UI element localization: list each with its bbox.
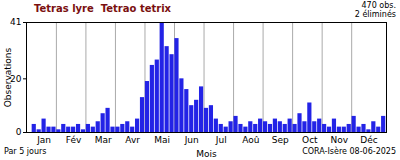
- svg-text:Déc: Déc: [360, 135, 377, 145]
- html-text:Tetras lyre Tetrao tetrix: Tetras lyre Tetrao tetrix: [34, 3, 171, 14]
- html-text:2 éliminés: 2 éliminés: [354, 10, 396, 19]
- svg-text:Aoû: Aoû: [242, 135, 259, 145]
- svg-text:Nov: Nov: [331, 135, 349, 145]
- svg-text:Jul: Jul: [215, 135, 227, 145]
- html-text:470 obs.: 470 obs.: [361, 1, 396, 10]
- svg-text:Mar: Mar: [95, 135, 112, 145]
- html-text:Par 5 jours: Par 5 jours: [4, 147, 47, 156]
- svg-text:Jun: Jun: [184, 135, 199, 145]
- svg-text:Mai: Mai: [154, 135, 170, 145]
- html-text:CORA-Isère 08-06-2025: CORA-Isère 08-06-2025: [302, 147, 396, 156]
- svg-text:Avr: Avr: [125, 135, 140, 145]
- svg-text:Mois: Mois: [196, 149, 217, 159]
- svg-text:Observations: Observations: [3, 47, 13, 107]
- svg-text:Jan: Jan: [36, 135, 51, 145]
- svg-text:41: 41: [10, 17, 21, 27]
- svg-text:20: 20: [10, 73, 22, 84]
- svg-text:Sep: Sep: [272, 135, 289, 145]
- svg-text:Fév: Fév: [66, 135, 82, 145]
- svg-text:0: 0: [16, 127, 22, 137]
- svg-text:Oct: Oct: [302, 135, 318, 145]
